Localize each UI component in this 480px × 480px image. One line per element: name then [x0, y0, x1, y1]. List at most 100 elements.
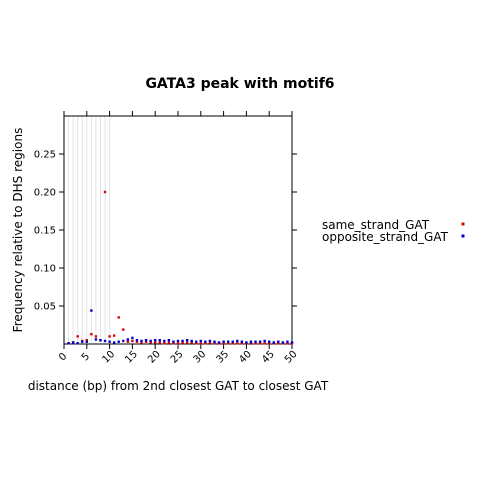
same-strand-point: [277, 342, 280, 345]
x-tick-label: 0: [57, 351, 69, 363]
opposite-strand-point: [99, 339, 102, 342]
opposite-strand-point: [272, 341, 275, 344]
legend-label-same-strand: same_strand_GAT: [322, 218, 430, 232]
opposite-strand-point: [117, 340, 120, 343]
x-tick-label: 35: [214, 349, 231, 366]
same-strand-point: [85, 339, 88, 342]
same-strand-point: [190, 341, 193, 344]
chart-title: GATA3 peak with motif6: [145, 76, 334, 92]
same-strand-point: [90, 332, 93, 336]
opposite-strand-point: [176, 339, 180, 343]
y-tick-label: 0.25: [34, 150, 56, 161]
legend-marker-same-strand: [461, 222, 465, 226]
opposite-strand-point: [135, 339, 139, 342]
x-tick-label: 25: [169, 349, 186, 366]
data-points: [67, 190, 294, 345]
opposite-strand-point: [140, 339, 143, 343]
opposite-strand-point: [163, 339, 166, 343]
opposite-strand-point: [167, 339, 171, 342]
x-axis-label: distance (bp) from 2nd closest GAT to cl…: [28, 379, 329, 393]
same-strand-point: [181, 341, 184, 344]
same-strand-point: [122, 328, 125, 331]
same-strand-point: [103, 190, 107, 194]
same-strand-point: [286, 342, 289, 345]
x-tick-label: 20: [146, 349, 163, 366]
opposite-strand-point: [258, 340, 262, 343]
same-strand-point: [140, 341, 143, 344]
same-strand-point: [131, 339, 134, 343]
same-strand-point: [172, 342, 175, 345]
same-strand-point: [163, 342, 166, 345]
opposite-strand-point: [254, 340, 257, 343]
x-tick-label: 40: [237, 349, 254, 366]
opposite-strand-point: [126, 338, 130, 341]
opposite-strand-point: [199, 339, 202, 343]
same-strand-point: [268, 342, 271, 345]
y-tick-label: 0.10: [34, 264, 56, 275]
opposite-strand-point: [112, 341, 116, 344]
opposite-strand-point: [158, 339, 161, 342]
opposite-strand-point: [71, 341, 75, 344]
same-strand-point: [226, 342, 230, 345]
opposite-strand-point: [190, 339, 193, 343]
same-strand-point: [204, 342, 207, 345]
same-strand-point: [154, 341, 157, 344]
opposite-strand-point: [281, 341, 285, 344]
x-tick-label: 30: [192, 349, 209, 366]
x-tick-label: 45: [260, 349, 277, 366]
opposite-strand-point: [172, 340, 175, 343]
opposite-strand-point: [81, 340, 84, 343]
y-tick-label: 0.20: [34, 188, 56, 199]
same-strand-point: [258, 342, 262, 345]
same-strand-point: [167, 341, 171, 344]
opposite-strand-point: [213, 340, 216, 343]
opposite-strand-point: [263, 339, 266, 343]
x-tick-label: 15: [123, 349, 140, 366]
opposite-strand-point: [277, 340, 280, 343]
opposite-strand-point: [195, 340, 198, 343]
opposite-strand-point: [268, 340, 271, 343]
same-strand-point: [94, 335, 98, 338]
opposite-strand-point: [240, 340, 244, 343]
grid-lines: [68, 116, 111, 344]
x-tick-label: 5: [80, 351, 92, 363]
opposite-strand-point: [103, 339, 107, 343]
opposite-strand-point: [85, 340, 88, 343]
same-strand-point: [199, 342, 202, 345]
opposite-strand-point: [122, 339, 125, 343]
opposite-strand-point: [217, 341, 221, 344]
same-strand-point: [176, 342, 180, 345]
opposite-strand-point: [249, 340, 253, 343]
opposite-strand-point: [67, 342, 70, 345]
same-strand-point: [158, 341, 161, 344]
legend: same_strand_GAT opposite_strand_GAT: [322, 218, 465, 244]
opposite-strand-point: [108, 340, 111, 343]
same-strand-point: [213, 342, 216, 345]
opposite-strand-point: [149, 339, 152, 343]
y-axis-label: Frequency relative to DHS regions: [11, 128, 25, 333]
x-axis: 0 5 10 15 20 25 30 35 40 45 50: [57, 111, 300, 366]
opposite-strand-point: [204, 340, 207, 343]
same-strand-point: [195, 342, 198, 345]
opposite-strand-point: [222, 340, 225, 343]
opposite-strand-point: [290, 341, 294, 344]
opposite-strand-point: [245, 341, 248, 344]
opposite-strand-point: [231, 340, 234, 343]
same-strand-point: [254, 342, 257, 345]
same-strand-point: [126, 340, 130, 343]
opposite-strand-point: [226, 340, 230, 343]
same-strand-point: [135, 340, 139, 343]
opposite-strand-point: [131, 336, 134, 340]
same-strand-point: [222, 342, 225, 345]
legend-label-opposite-strand: opposite_strand_GAT: [322, 230, 449, 244]
same-strand-point: [117, 316, 120, 319]
x-tick-label: 50: [283, 349, 300, 366]
opposite-strand-point: [286, 340, 289, 343]
opposite-strand-point: [154, 339, 157, 342]
opposite-strand-point: [94, 338, 98, 341]
same-strand-point: [112, 334, 116, 337]
same-strand-point: [263, 342, 266, 345]
opposite-strand-point: [236, 339, 239, 343]
same-strand-point: [185, 341, 189, 344]
